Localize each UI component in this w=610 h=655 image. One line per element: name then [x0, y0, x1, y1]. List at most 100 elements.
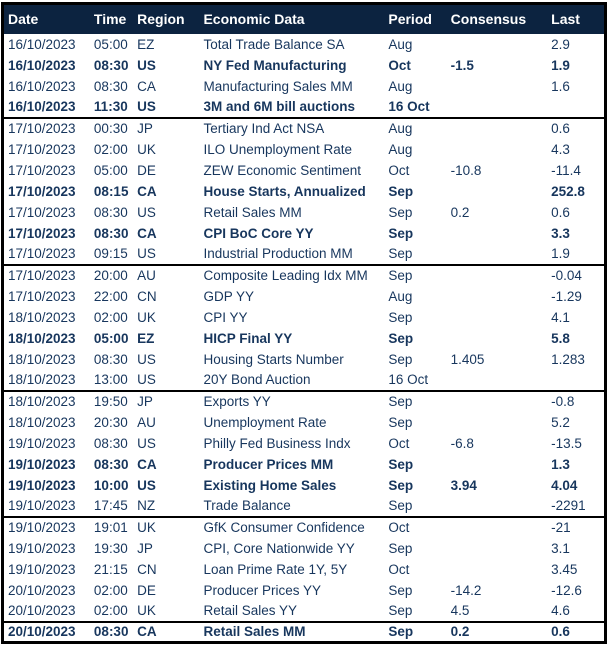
cell-time: 11:30 [89, 96, 134, 119]
column-header-economic-data: Economic Data [199, 3, 385, 34]
cell-last: -0.8 [547, 390, 606, 412]
cell-event: Total Trade Balance SA [199, 33, 385, 55]
cell-period: 16 Oct [384, 369, 447, 392]
table-row: 16/10/2023 05:00 EZ Total Trade Balance SA A… [2, 33, 606, 55]
table-row: 19/10/2023 10:00 US Existing Home Sales Sep 3… [2, 474, 606, 496]
cell-time: 02:00 [89, 579, 134, 601]
cell-period: Sep [384, 537, 447, 559]
column-header-last: Last [547, 3, 606, 34]
cell-time: 09:15 [89, 243, 134, 266]
table-row: 16/10/2023 08:30 US NY Fed Manufacturing Oct… [2, 54, 606, 76]
cell-consensus [446, 138, 548, 160]
table-row: 17/10/2023 09:15 US Industrial Production M… [2, 243, 606, 266]
cell-period: Sep [384, 621, 447, 643]
cell-consensus: 0.2 [446, 201, 548, 223]
cell-time: 02:00 [89, 600, 134, 623]
cell-last: 4.3 [547, 138, 606, 160]
cell-consensus: 3.94 [446, 474, 548, 496]
cell-region: CA [133, 75, 200, 97]
cell-region: US [133, 243, 200, 266]
table-row: 18/10/2023 20:30 AU Unemployment Rate Sep 5.2 [2, 411, 606, 433]
table-row: 17/10/2023 08:30 US Retail Sales MM Sep 0.2 0.… [2, 201, 606, 223]
cell-event: 3M and 6M bill auctions [199, 96, 385, 119]
cell-time: 02:00 [89, 306, 134, 328]
cell-time: 08:30 [89, 54, 134, 76]
table-header: Date Time Region Economic Data Period Co… [2, 3, 606, 34]
cell-period: Aug [384, 117, 447, 139]
cell-event: GDP YY [199, 285, 385, 307]
cell-date: 19/10/2023 [2, 495, 90, 518]
cell-region: US [133, 474, 200, 496]
cell-last: -21 [547, 516, 606, 538]
cell-region: UK [133, 516, 200, 538]
cell-consensus [446, 285, 548, 307]
cell-period: Sep [384, 264, 447, 286]
cell-last: 1.9 [547, 54, 606, 76]
cell-last: 1.3 [547, 453, 606, 475]
cell-region: CA [133, 453, 200, 475]
cell-region: US [133, 432, 200, 454]
cell-period: Oct [384, 54, 447, 76]
cell-time: 05:00 [89, 327, 134, 349]
cell-time: 13:00 [89, 369, 134, 392]
cell-consensus: 0.2 [446, 621, 548, 643]
cell-time: 08:30 [89, 75, 134, 97]
economic-calendar-table: Date Time Region Economic Data Period Co… [1, 2, 607, 644]
cell-date: 16/10/2023 [2, 33, 90, 55]
table-row: 20/10/2023 02:00 DE Producer Prices YY Sep -1… [2, 579, 606, 601]
cell-last: 4.04 [547, 474, 606, 496]
cell-last [547, 369, 606, 392]
cell-consensus: 4.5 [446, 600, 548, 623]
column-header-time: Time [89, 3, 134, 34]
table-row: 18/10/2023 19:50 JP Exports YY Sep -0.8 [2, 390, 606, 412]
cell-event: CPI, Core Nationwide YY [199, 537, 385, 559]
cell-consensus [446, 327, 548, 349]
column-header-date: Date [2, 3, 90, 34]
cell-date: 18/10/2023 [2, 411, 90, 433]
cell-region: CA [133, 180, 200, 202]
cell-period: Sep [384, 222, 447, 244]
cell-consensus: 1.405 [446, 348, 548, 370]
cell-region: US [133, 96, 200, 119]
cell-region: CN [133, 285, 200, 307]
cell-region: UK [133, 306, 200, 328]
table-row: 19/10/2023 21:15 CN Loan Prime Rate 1Y, 5Y O… [2, 558, 606, 580]
cell-consensus [446, 33, 548, 55]
cell-region: AU [133, 411, 200, 433]
cell-period: Aug [384, 33, 447, 55]
cell-last: 1.283 [547, 348, 606, 370]
cell-time: 22:00 [89, 285, 134, 307]
cell-last: 252.8 [547, 180, 606, 202]
cell-date: 17/10/2023 [2, 159, 90, 181]
cell-last: -11.4 [547, 159, 606, 181]
cell-date: 17/10/2023 [2, 201, 90, 223]
cell-period: Aug [384, 138, 447, 160]
column-header-consensus: Consensus [446, 3, 548, 34]
cell-event: Retail Sales MM [199, 201, 385, 223]
cell-date: 19/10/2023 [2, 537, 90, 559]
cell-period: Oct [384, 159, 447, 181]
cell-period: Oct [384, 516, 447, 538]
cell-consensus [446, 75, 548, 97]
cell-last: 5.8 [547, 327, 606, 349]
cell-period: Aug [384, 75, 447, 97]
cell-date: 19/10/2023 [2, 432, 90, 454]
cell-consensus: -1.5 [446, 54, 548, 76]
cell-region: CA [133, 621, 200, 643]
table-row: 17/10/2023 22:00 CN GDP YY Aug -1.29 [2, 285, 606, 307]
cell-period: Sep [384, 306, 447, 328]
header-row: Date Time Region Economic Data Period Co… [2, 3, 606, 34]
cell-period: Sep [384, 390, 447, 412]
cell-region: CA [133, 222, 200, 244]
table-row: 19/10/2023 08:30 CA Producer Prices MM Sep 1.… [2, 453, 606, 475]
cell-period: Sep [384, 327, 447, 349]
cell-event: CPI YY [199, 306, 385, 328]
cell-period: Sep [384, 348, 447, 370]
cell-time: 19:30 [89, 537, 134, 559]
cell-date: 20/10/2023 [2, 621, 90, 643]
cell-last: -13.5 [547, 432, 606, 454]
cell-event: Loan Prime Rate 1Y, 5Y [199, 558, 385, 580]
table-row: 17/10/2023 08:30 CA CPI BoC Core YY Sep 3.3 [2, 222, 606, 244]
economic-calendar: Date Time Region Economic Data Period Co… [1, 2, 607, 644]
cell-event: Exports YY [199, 390, 385, 412]
